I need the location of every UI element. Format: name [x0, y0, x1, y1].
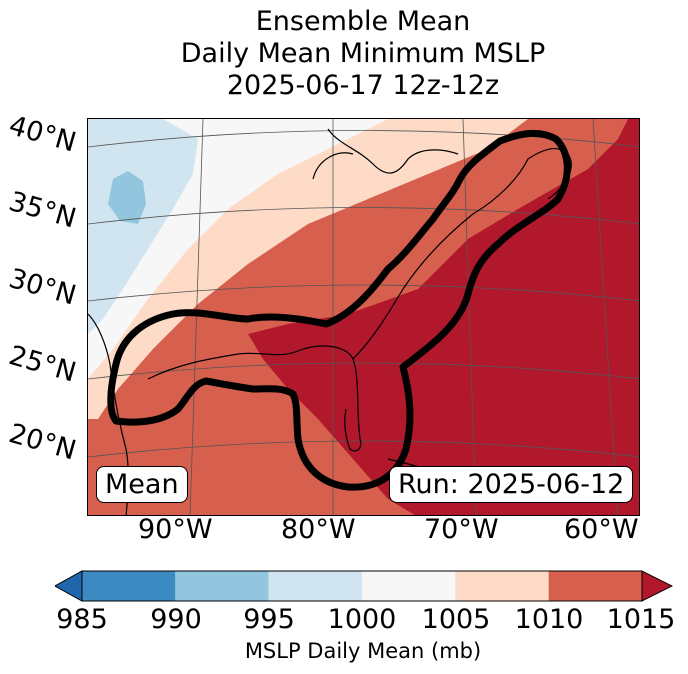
- lon-label-70: 70°W: [424, 514, 499, 545]
- colorbar-segment: [548, 571, 642, 601]
- mean-contour: [107, 129, 571, 491]
- colorbar-segment: [175, 571, 269, 601]
- colorbar-segment: [362, 571, 456, 601]
- title-line-3: 2025-06-17 12z-12z: [226, 70, 500, 101]
- colorbar-tick-1005: 1005: [421, 604, 491, 635]
- lat-label-20: 20°N: [5, 418, 80, 467]
- map-svg: [88, 119, 639, 515]
- lon-label-60: 60°W: [564, 514, 639, 545]
- colorbar-svg: [53, 570, 674, 602]
- coastline: [88, 128, 572, 515]
- colorbar-segment: [455, 571, 549, 601]
- colorbar-tick-995: 995: [243, 604, 295, 635]
- title-line-1: Ensemble Mean: [255, 6, 471, 37]
- band-990-995: [88, 119, 198, 334]
- map-panel: [87, 118, 640, 516]
- title-line-2: Daily Mean Minimum MSLP: [180, 38, 546, 69]
- run-date-box: Run: 2025-06-12: [389, 466, 634, 503]
- lat-label-30: 30°N: [5, 263, 80, 312]
- lat-label-35: 35°N: [5, 186, 80, 235]
- colorbar-tick-1010: 1010: [514, 604, 584, 635]
- lon-label-90: 90°W: [138, 514, 213, 545]
- colorbar-extend-low: [53, 570, 83, 602]
- colorbar-segment: [268, 571, 362, 601]
- colorbar-segment: [82, 571, 176, 601]
- lat-label-40: 40°N: [5, 110, 80, 159]
- colorbar: [53, 570, 674, 606]
- colorbar-extend-high: [641, 570, 674, 602]
- colorbar-tick-985: 985: [56, 604, 108, 635]
- band-1010-1015: [248, 119, 639, 515]
- colorbar-tick-1000: 1000: [327, 604, 397, 635]
- colorbar-tick-1015: 1015: [606, 604, 676, 635]
- colorbar-label: MSLP Daily Mean (mb): [244, 639, 482, 663]
- mean-label-box: Mean: [96, 466, 188, 503]
- band-985-990: [108, 171, 146, 224]
- lat-label-25: 25°N: [5, 340, 80, 389]
- lon-label-80: 80°W: [281, 514, 356, 545]
- colorbar-border: [81, 570, 643, 602]
- colorbar-tick-990: 990: [150, 604, 202, 635]
